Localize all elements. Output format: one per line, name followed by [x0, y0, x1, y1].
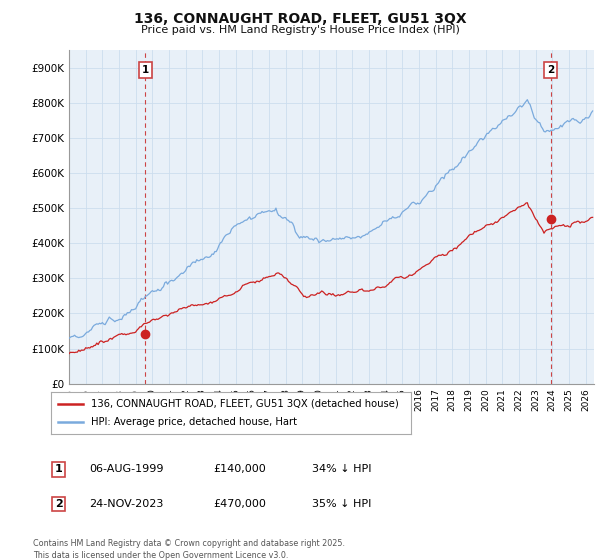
Text: Contains HM Land Registry data © Crown copyright and database right 2025.
This d: Contains HM Land Registry data © Crown c…: [33, 539, 345, 559]
Text: 1: 1: [142, 65, 149, 74]
Text: 06-AUG-1999: 06-AUG-1999: [89, 464, 163, 474]
Text: 2: 2: [547, 65, 554, 74]
Text: 34% ↓ HPI: 34% ↓ HPI: [312, 464, 371, 474]
Text: HPI: Average price, detached house, Hart: HPI: Average price, detached house, Hart: [91, 417, 296, 427]
Text: 35% ↓ HPI: 35% ↓ HPI: [312, 499, 371, 509]
Text: 24-NOV-2023: 24-NOV-2023: [89, 499, 163, 509]
Text: 136, CONNAUGHT ROAD, FLEET, GU51 3QX: 136, CONNAUGHT ROAD, FLEET, GU51 3QX: [134, 12, 466, 26]
Text: 136, CONNAUGHT ROAD, FLEET, GU51 3QX (detached house): 136, CONNAUGHT ROAD, FLEET, GU51 3QX (de…: [91, 399, 398, 409]
Text: 2: 2: [55, 499, 62, 509]
Text: 1: 1: [55, 464, 62, 474]
Text: £470,000: £470,000: [213, 499, 266, 509]
Text: Price paid vs. HM Land Registry's House Price Index (HPI): Price paid vs. HM Land Registry's House …: [140, 25, 460, 35]
Text: £140,000: £140,000: [213, 464, 266, 474]
